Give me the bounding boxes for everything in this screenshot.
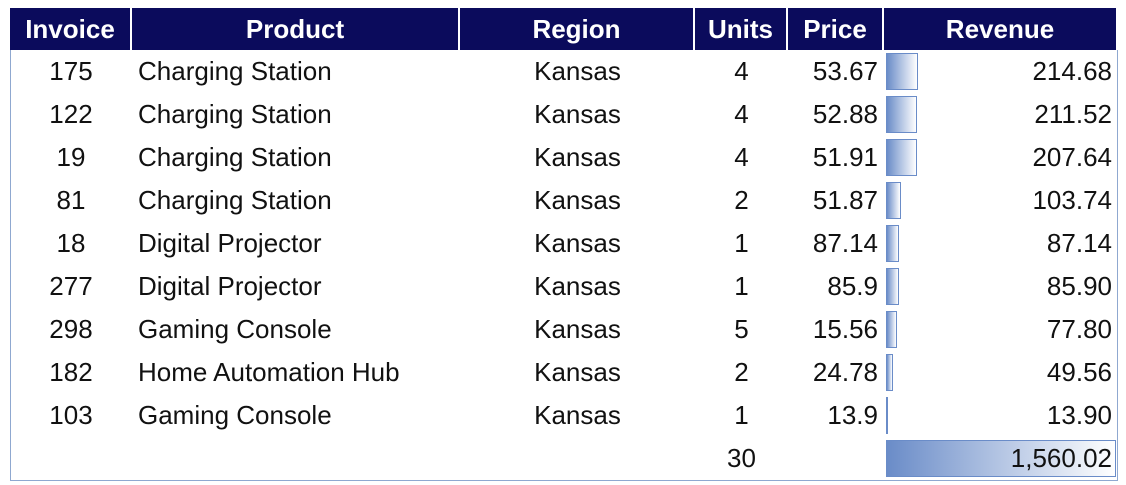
table-cell: 13.9 (827, 400, 878, 430)
table-cell: Gaming Console (138, 314, 332, 344)
table-cell: 1 (734, 271, 749, 301)
table-cell: 52.88 (812, 99, 878, 129)
table-cell: 51.87 (812, 185, 878, 215)
table-frame (10, 50, 1118, 481)
table-cell: 87.14 (1046, 228, 1112, 258)
table-cell: 2 (734, 357, 749, 387)
table-cell: 298 (49, 314, 93, 344)
data-bar (886, 268, 899, 305)
table-cell: 49.56 (1046, 357, 1112, 387)
table-cell: 103 (49, 400, 93, 430)
table-cell: 5 (734, 314, 749, 344)
data-bar (886, 311, 898, 348)
table-cell: Kansas (534, 400, 621, 430)
table-cell: 15.56 (812, 314, 878, 344)
table-cell: 81 (56, 185, 86, 215)
data-bar (886, 354, 894, 391)
data-bar (886, 440, 1116, 477)
table-cell: 85.90 (1046, 271, 1112, 301)
table-cell: 2 (734, 185, 749, 215)
table-cell: 18 (56, 228, 86, 258)
table-cell: Kansas (534, 228, 621, 258)
table-cell: Charging Station (138, 56, 332, 86)
table-cell: 182 (49, 357, 93, 387)
data-bar (886, 225, 899, 262)
table-cell: 207.64 (1032, 142, 1112, 172)
table-cell: Kansas (534, 271, 621, 301)
total-units: 30 (727, 443, 756, 473)
table-cell: Kansas (534, 56, 621, 86)
header-cell: Revenue (884, 8, 1118, 50)
table-cell: Kansas (534, 185, 621, 215)
table-cell: 1 (734, 400, 749, 430)
table-cell: 4 (734, 99, 749, 129)
table-cell: 103.74 (1032, 185, 1112, 215)
table-cell: 13.90 (1046, 400, 1112, 430)
header-cell: Product (132, 8, 460, 50)
table-cell: 85.9 (827, 271, 878, 301)
table-cell: Charging Station (138, 185, 332, 215)
header-cell: Region (460, 8, 695, 50)
table-cell: Kansas (534, 142, 621, 172)
table-cell: 211.52 (1034, 99, 1112, 129)
table-cell: 24.78 (812, 357, 878, 387)
table-cell: 277 (49, 271, 93, 301)
header-cell: Price (788, 8, 884, 50)
table-cell: Digital Projector (138, 271, 322, 301)
table-cell: Kansas (534, 357, 621, 387)
table-cell: Gaming Console (138, 400, 332, 430)
table-cell: 175 (49, 56, 93, 86)
table-cell: 122 (49, 99, 93, 129)
header-cell: Invoice (10, 8, 132, 50)
table-cell: 53.67 (812, 56, 878, 86)
table-cell: 4 (734, 56, 749, 86)
table-cell: Charging Station (138, 142, 332, 172)
data-bar (886, 182, 902, 219)
table-cell: 4 (734, 142, 749, 172)
table-cell: 19 (56, 142, 86, 172)
table-cell: 77.80 (1046, 314, 1112, 344)
data-bar (886, 53, 918, 90)
table-cell: 87.14 (812, 228, 878, 258)
table-cell: 1 (734, 228, 749, 258)
table-cell: Home Automation Hub (138, 357, 400, 387)
table-cell: Kansas (534, 99, 621, 129)
data-bar (886, 96, 918, 133)
table-cell: 51.91 (812, 142, 878, 172)
table-cell: Digital Projector (138, 228, 322, 258)
data-bar (886, 139, 917, 176)
table-cell: 214.68 (1032, 56, 1112, 86)
total-revenue: 1,560.02 (1010, 443, 1112, 473)
header-cell: Units (695, 8, 788, 50)
data-bar (886, 397, 889, 434)
table-cell: Charging Station (138, 99, 332, 129)
table-cell: Kansas (534, 314, 621, 344)
